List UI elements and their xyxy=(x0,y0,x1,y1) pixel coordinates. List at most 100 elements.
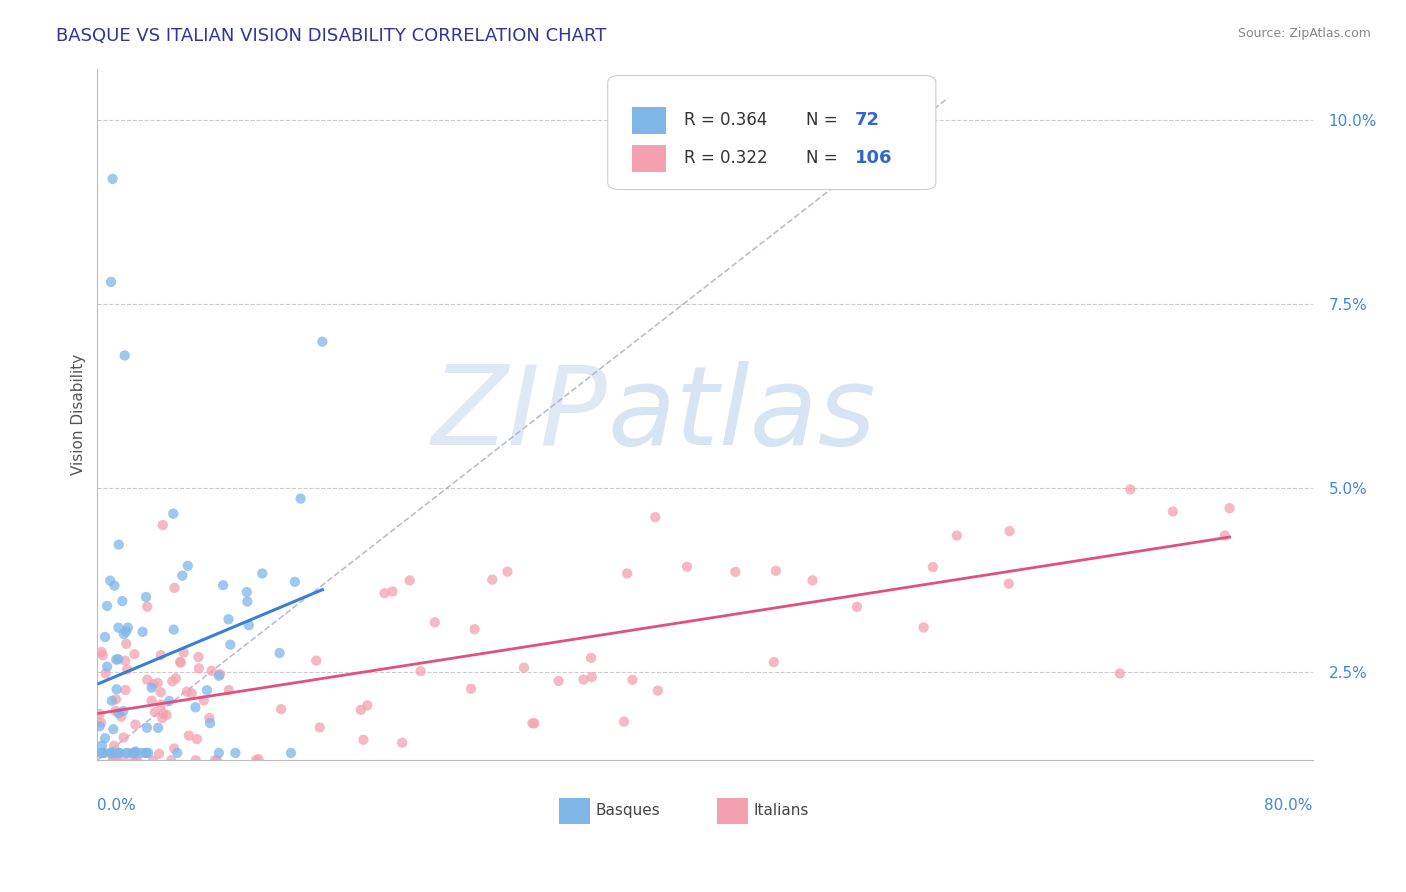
Point xyxy=(91,648,114,663)
Point xyxy=(172,568,194,582)
Point xyxy=(236,585,259,599)
Point xyxy=(350,703,373,717)
Point xyxy=(101,694,124,708)
Point xyxy=(173,646,195,660)
Point xyxy=(186,732,208,747)
Point xyxy=(103,753,125,767)
Point xyxy=(311,334,333,349)
Point xyxy=(107,652,129,666)
Point xyxy=(176,684,198,698)
Point xyxy=(157,694,180,708)
FancyBboxPatch shape xyxy=(607,76,936,190)
Point xyxy=(219,638,242,652)
Point xyxy=(252,566,274,581)
Point xyxy=(107,746,129,760)
Point xyxy=(513,660,536,674)
Point xyxy=(115,746,138,760)
Text: ZIP: ZIP xyxy=(432,361,607,468)
Bar xyxy=(560,797,589,824)
Point xyxy=(90,715,112,730)
Point xyxy=(114,654,136,668)
Point xyxy=(208,669,231,683)
Point xyxy=(946,528,969,542)
Point xyxy=(184,700,207,714)
Point xyxy=(100,746,122,760)
Point xyxy=(136,599,159,614)
Point xyxy=(391,736,413,750)
Point xyxy=(209,667,232,681)
Point xyxy=(107,706,129,721)
Point xyxy=(136,721,159,735)
Point xyxy=(305,654,328,668)
Point xyxy=(581,670,603,684)
Point xyxy=(1213,528,1236,542)
Point xyxy=(103,579,125,593)
Point xyxy=(724,565,747,579)
Point xyxy=(117,663,139,677)
Point xyxy=(204,753,226,767)
Point xyxy=(124,746,146,760)
Point xyxy=(522,716,544,731)
Point xyxy=(117,621,139,635)
Point xyxy=(124,717,146,731)
Point xyxy=(163,741,186,756)
Point xyxy=(108,746,131,760)
Point xyxy=(114,683,136,698)
Text: R = 0.364: R = 0.364 xyxy=(685,112,768,129)
Point xyxy=(114,349,136,363)
Text: Source: ZipAtlas.com: Source: ZipAtlas.com xyxy=(1237,27,1371,40)
Text: 80.0%: 80.0% xyxy=(1264,798,1313,814)
Point xyxy=(127,753,149,767)
Point xyxy=(198,711,221,725)
Point xyxy=(356,698,378,713)
Point xyxy=(148,747,170,761)
Point xyxy=(122,753,145,767)
Point xyxy=(218,683,240,698)
Point xyxy=(180,686,202,700)
Point xyxy=(149,648,172,662)
Point xyxy=(115,637,138,651)
Point xyxy=(801,574,824,588)
Point xyxy=(579,651,602,665)
Point xyxy=(177,729,200,743)
Point xyxy=(374,586,396,600)
Point xyxy=(150,698,173,712)
Point xyxy=(90,746,112,760)
Point xyxy=(135,746,157,760)
Point xyxy=(547,673,569,688)
Point xyxy=(616,566,638,581)
Point xyxy=(143,705,166,719)
Point xyxy=(912,620,935,634)
Point xyxy=(846,599,869,614)
Point xyxy=(141,694,163,708)
Point xyxy=(238,618,260,632)
Point xyxy=(1161,504,1184,518)
Text: atlas: atlas xyxy=(607,361,876,468)
Point xyxy=(124,647,146,661)
Point xyxy=(96,599,118,613)
Point xyxy=(111,594,134,608)
Point xyxy=(91,746,114,760)
Point xyxy=(90,739,112,753)
Point xyxy=(163,581,186,595)
Text: Italians: Italians xyxy=(754,804,808,818)
Point xyxy=(423,615,446,630)
Point xyxy=(104,692,127,706)
Point xyxy=(1219,501,1241,516)
Point xyxy=(124,745,146,759)
Point xyxy=(187,661,209,675)
Point xyxy=(163,623,186,637)
Point xyxy=(94,666,117,681)
Point xyxy=(136,746,159,760)
Point xyxy=(676,559,699,574)
Point xyxy=(149,685,172,699)
Point xyxy=(247,752,270,766)
Point xyxy=(141,681,163,695)
Point xyxy=(89,719,111,733)
Point xyxy=(146,721,169,735)
Point xyxy=(198,716,221,731)
Point xyxy=(142,677,165,691)
Point xyxy=(89,707,111,722)
Point xyxy=(572,673,595,687)
Point xyxy=(208,746,231,760)
